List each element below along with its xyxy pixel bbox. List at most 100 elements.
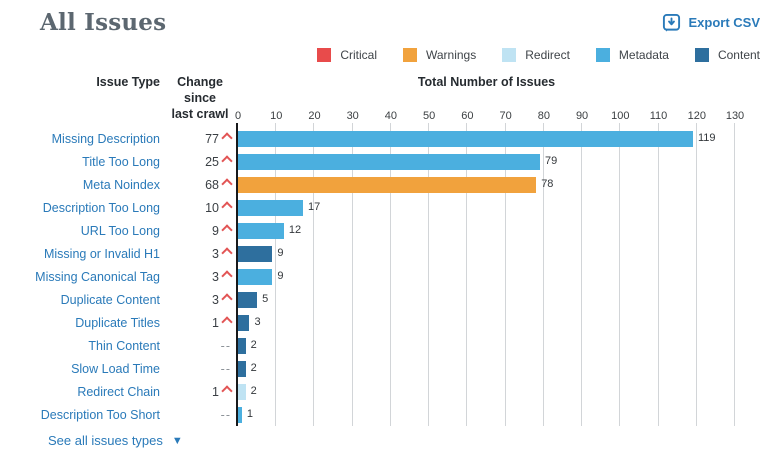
change-up-icon [221, 270, 233, 282]
bar-track: 2 [238, 357, 735, 380]
issue-bar[interactable] [238, 130, 693, 147]
gridline [428, 123, 430, 427]
issue-bar[interactable] [238, 268, 273, 285]
gridline [542, 123, 544, 427]
issue-type-link[interactable]: Missing Description [51, 131, 160, 146]
column-headers: Issue Type Change since last crawl Total… [0, 75, 778, 120]
x-axis-tick: 50 [423, 110, 436, 123]
change-since-header-line1: Change since [177, 75, 223, 105]
issue-type-link[interactable]: Thin Content [88, 338, 160, 353]
x-axis-tick: 60 [461, 110, 474, 123]
change-since-last-crawl-value: 3 [160, 270, 236, 284]
bar-track: 1 [238, 403, 735, 426]
bar-value-label: 12 [288, 224, 302, 237]
issue-type-link[interactable]: Description Too Long [42, 200, 160, 215]
no-change-dashes: -- [220, 407, 231, 422]
x-axis-tick: 30 [346, 110, 359, 123]
issue-type-link[interactable]: Description Too Short [40, 407, 160, 422]
legend-item-warnings: Warnings [402, 48, 477, 63]
no-change-dashes: -- [220, 338, 231, 353]
legend-label: Redirect [525, 48, 570, 63]
issue-type-link[interactable]: Missing Canonical Tag [35, 269, 160, 284]
legend-label: Metadata [618, 48, 669, 63]
change-number: 1 [212, 384, 219, 399]
issue-type-link[interactable]: Duplicate Titles [75, 315, 160, 330]
issue-type-link[interactable]: Title Too Long [82, 154, 160, 169]
issue-bar[interactable] [238, 360, 246, 377]
gridline [275, 123, 277, 427]
bar-track: 12 [238, 219, 735, 242]
bar-track: 79 [238, 150, 735, 173]
y-axis-line [236, 123, 238, 427]
change-up-icon [221, 224, 233, 236]
bar-value-label: 78 [541, 178, 554, 191]
see-all-label: See all issues types [48, 433, 163, 449]
issue-type-link[interactable]: Meta Noindex [82, 177, 160, 192]
issue-bar[interactable] [238, 291, 258, 308]
page-title: All Issues [40, 9, 167, 36]
gridline [313, 123, 315, 427]
change-number: 9 [212, 223, 219, 238]
legend-label: Critical [340, 48, 377, 63]
change-number: 68 [205, 177, 219, 192]
issue-bar[interactable] [238, 153, 541, 170]
triangle-down-icon: ▼ [171, 434, 183, 447]
redirect-swatch-icon [502, 48, 517, 63]
bar-value-label: 3 [254, 316, 261, 329]
change-since-last-crawl-value: 25 [160, 155, 236, 169]
issue-type-link[interactable]: Redirect Chain [77, 384, 160, 399]
export-csv-label: Export CSV [688, 15, 760, 30]
issue-bar[interactable] [238, 383, 246, 400]
issue-row: Missing Description 77 119 [0, 127, 778, 150]
change-since-header: Change since last crawl [162, 75, 238, 122]
issue-type-link[interactable]: URL Too Long [80, 223, 160, 238]
change-since-last-crawl-value: 1 [160, 385, 236, 399]
no-change-dashes: -- [220, 361, 231, 376]
metadata-swatch-icon [595, 48, 610, 63]
bar-value-label: 9 [277, 270, 284, 283]
legend-label: Content [717, 48, 760, 63]
change-since-last-crawl-value: 1 [160, 316, 236, 330]
issue-bar[interactable] [238, 314, 250, 331]
issue-row: Title Too Long 25 79 [0, 150, 778, 173]
change-since-last-crawl-value: 3 [160, 247, 236, 261]
bar-track: 119 [238, 127, 735, 150]
change-since-last-crawl-value: 10 [160, 201, 236, 215]
legend: Critical Warnings Redirect Metadata Content [0, 35, 778, 63]
issue-type-link[interactable]: Missing or Invalid H1 [43, 246, 160, 261]
gridline [389, 123, 391, 427]
issue-bar[interactable] [238, 245, 273, 262]
issue-bar[interactable] [238, 176, 537, 193]
issue-row: Redirect Chain 1 2 [0, 380, 778, 403]
issue-row: Meta Noindex 68 78 [0, 173, 778, 196]
issue-type-link[interactable]: Slow Load Time [71, 361, 160, 376]
issue-row: Duplicate Titles 1 3 [0, 311, 778, 334]
total-issues-header: Total Number of Issues [417, 75, 556, 90]
gridline [466, 123, 468, 427]
legend-label: Warnings [425, 48, 477, 63]
bar-track: 78 [238, 173, 735, 196]
bar-value-label: 79 [545, 155, 558, 168]
change-since-last-crawl-value: -- [160, 362, 236, 376]
issue-bar[interactable] [238, 337, 246, 354]
issue-bar[interactable] [238, 199, 303, 216]
issue-bar[interactable] [238, 222, 284, 239]
see-all-issue-types-link[interactable]: See all issues types ▼ [48, 433, 183, 448]
gridline [734, 123, 735, 427]
bar-value-label: 2 [250, 362, 257, 375]
issue-row: Thin Content -- 2 [0, 334, 778, 357]
bar-track: 9 [238, 242, 735, 265]
chart-gridlines [236, 123, 735, 427]
export-csv-button[interactable]: Export CSV [662, 13, 760, 32]
x-axis-ticks: 0 10 20 30 40 50 60 70 80 90 100 110 120 130 [235, 109, 744, 125]
x-axis-tick: 80 [537, 110, 550, 123]
legend-item-critical: Critical [317, 48, 377, 63]
bar-value-label: 2 [250, 385, 257, 398]
issue-bar[interactable] [238, 406, 242, 423]
issue-row: URL Too Long 9 12 [0, 219, 778, 242]
x-axis-tick: 70 [499, 110, 512, 123]
issue-row: Duplicate Content 3 5 [0, 288, 778, 311]
issue-type-link[interactable]: Duplicate Content [60, 292, 160, 307]
gridline [581, 123, 583, 427]
